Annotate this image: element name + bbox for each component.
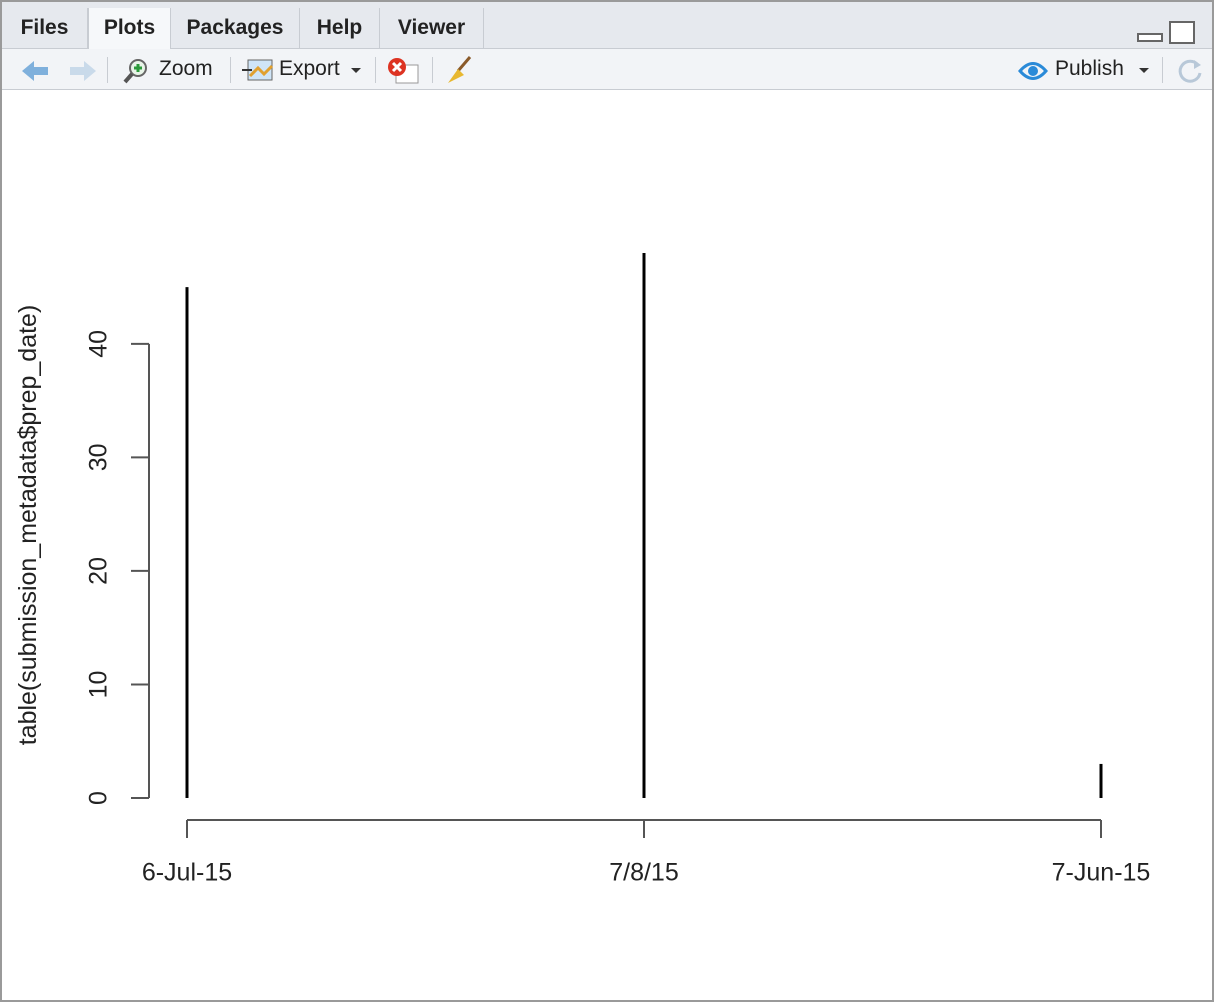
tab[interactable]: Plots xyxy=(88,8,171,49)
y-tick-label: 30 xyxy=(85,443,113,471)
nav-arrows[interactable] xyxy=(20,58,100,84)
tab[interactable]: Packages xyxy=(171,8,300,48)
tab[interactable]: Files xyxy=(2,8,88,48)
x-tick-label: 6-Jul-15 xyxy=(142,859,232,887)
x-tick-label: 7-Jun-15 xyxy=(1052,859,1151,887)
toolbar: Zoom Export Publish xyxy=(2,49,1212,90)
y-tick-label: 10 xyxy=(85,671,113,699)
y-tick-label: 0 xyxy=(85,791,113,805)
tab[interactable]: Help xyxy=(300,8,380,48)
remove-plot-icon[interactable] xyxy=(386,57,420,85)
dropdown-arrow[interactable] xyxy=(350,67,362,75)
x-tick-label: 7/8/15 xyxy=(609,859,679,887)
clear-all-icon[interactable] xyxy=(444,55,474,85)
export-button[interactable]: Export xyxy=(279,57,340,80)
export-icon[interactable] xyxy=(242,58,274,84)
tab-bar: Files Plots Packages Help Viewer xyxy=(2,2,1212,49)
window-controls[interactable] xyxy=(1134,20,1198,46)
refresh-icon[interactable] xyxy=(1176,57,1204,85)
y-axis-label: table(submission_metadata$prep_date) xyxy=(14,305,42,746)
tab[interactable]: Viewer xyxy=(380,8,484,48)
zoom-button[interactable]: Zoom xyxy=(159,57,213,80)
publish-button[interactable]: Publish xyxy=(1055,57,1124,80)
y-tick-label: 20 xyxy=(85,557,113,585)
publish-icon[interactable] xyxy=(1017,58,1049,84)
dropdown-arrow[interactable] xyxy=(1138,67,1150,75)
zoom-icon[interactable] xyxy=(122,57,150,85)
y-tick-label: 40 xyxy=(85,330,113,358)
